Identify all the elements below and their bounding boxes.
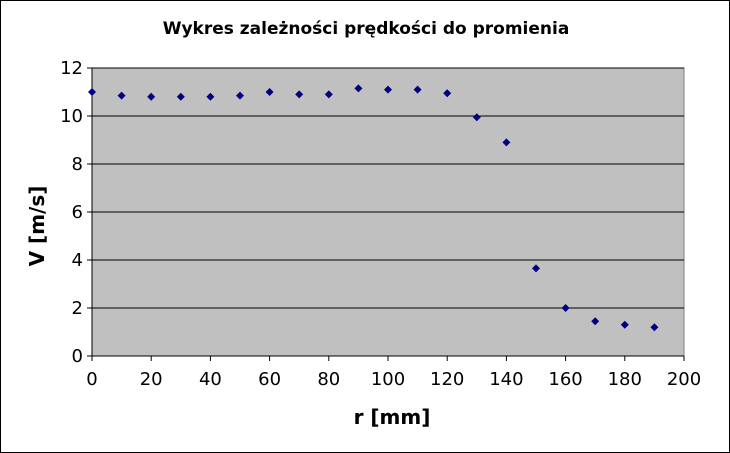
data-point	[206, 92, 215, 101]
data-point	[176, 92, 185, 101]
x-tick-label: 0	[86, 369, 97, 390]
data-point	[324, 90, 333, 99]
x-tick-label: 40	[199, 369, 222, 390]
chart-title: Wykres zależności prędkości do promienia	[162, 19, 570, 39]
data-point	[650, 323, 659, 332]
data-point	[472, 113, 481, 122]
data-point	[384, 85, 392, 94]
data-point	[413, 85, 422, 94]
x-tick-label: 160	[548, 369, 582, 390]
data-point	[265, 88, 274, 96]
x-tick-label: 60	[258, 369, 281, 390]
data-point	[354, 84, 363, 93]
y-tick-label: 8	[72, 154, 83, 175]
y-tick-label: 4	[72, 250, 83, 271]
data-point	[591, 317, 600, 326]
data-point	[502, 138, 511, 147]
x-tick-label: 180	[608, 369, 642, 390]
y-tick-label: 10	[60, 106, 83, 127]
data-point	[443, 89, 452, 98]
y-tick-label: 12	[60, 58, 83, 79]
x-tick-label: 100	[371, 369, 405, 390]
data-point	[532, 264, 540, 273]
y-tick-label: 2	[72, 298, 83, 319]
x-tick-label: 140	[489, 369, 523, 390]
x-tick-label: 80	[317, 369, 340, 390]
x-axis-label: r [mm]	[353, 405, 431, 429]
data-point	[88, 88, 96, 96]
x-tick-label: 20	[140, 369, 163, 390]
data-point	[561, 304, 570, 312]
x-tick-label: 200	[667, 369, 701, 390]
data-point	[147, 92, 156, 101]
y-tick-label: 0	[72, 346, 83, 367]
data-point	[236, 91, 244, 100]
data-point	[295, 90, 304, 99]
y-tick-label: 6	[72, 202, 83, 223]
x-tick-label: 120	[430, 369, 464, 390]
data-point	[117, 91, 126, 100]
data-point	[620, 320, 629, 329]
